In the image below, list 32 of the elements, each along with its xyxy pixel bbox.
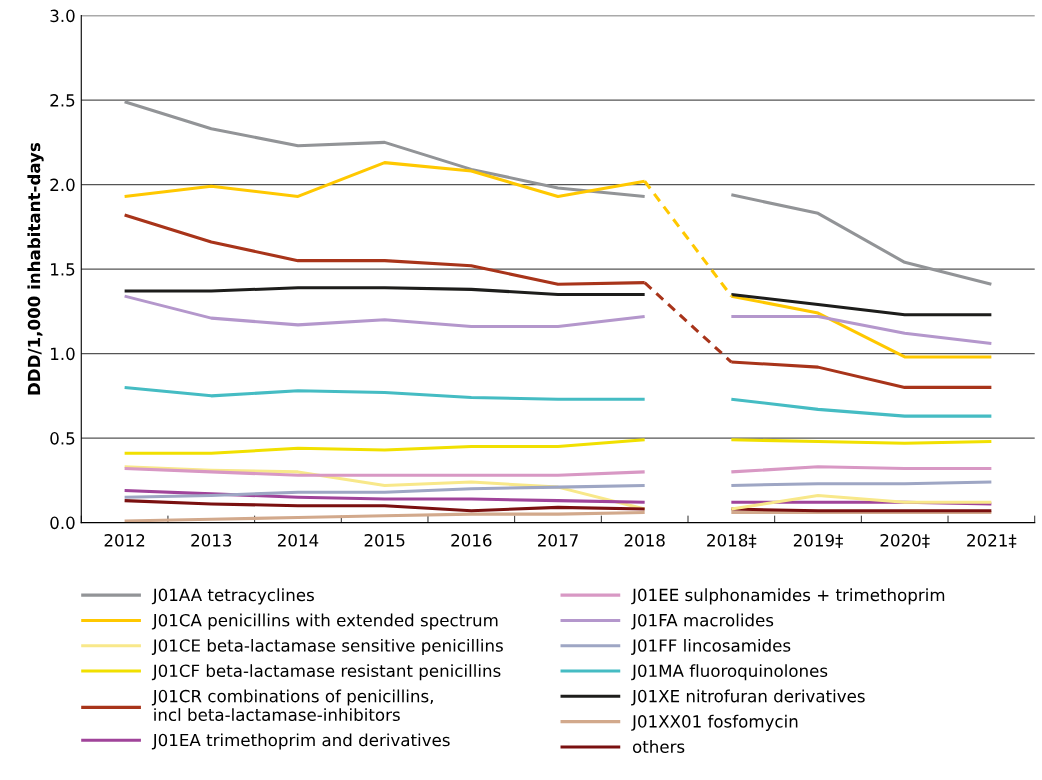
legend-label: others [632,740,685,753]
x-tick-label: 2017 [538,534,578,547]
legend-label: J01CE beta-lactamase sensitive penicillins [151,638,503,656]
x-tick-label: 2016 [451,534,492,547]
x-tick-label: 2018 [624,534,665,547]
x-tick-label: 2012 [104,534,145,547]
x-tick-label: 2018‡ [707,534,757,548]
legend-label: J01FA macrolides [631,613,774,630]
x-tick-label: 2020‡ [880,534,930,548]
legend-label: J01CR combinations of penicillins, incl beta-lactamase-inhibitors [151,689,433,722]
legend-label: J01CF beta-lactamase resistant penicillins [151,664,501,681]
legend-label: J01MA fluoroquinolones [631,664,828,681]
x-tick-label: 2015 [364,534,405,547]
legend-label: J01FF lincosamides [631,638,791,655]
legend-label: J01EA trimethoprim and derivatives [151,733,450,750]
y-tick-label: 0.0 [50,516,75,530]
legend-label: J01EE sulphonamides + trimethoprim [631,588,945,605]
x-tick-label: 2021‡ [967,534,1017,548]
y-tick-label: 2.5 [50,94,75,107]
x-tick-label: 2019‡ [793,534,843,548]
x-tick-label: 2014 [277,534,319,547]
legend-label: J01AA tetracyclines [151,588,314,605]
y-tick-label: 3.0 [50,9,75,23]
y-tick-label: 2.0 [50,178,75,192]
y-tick-label: 1.5 [51,263,75,276]
y-tick-label: 1.0 [51,347,75,361]
legend-label: J01XE nitrofuran derivatives [631,689,865,706]
y-tick-label: 0.5 [50,432,75,445]
x-tick-label: 2013 [191,534,232,547]
legend-label: J01CA penicillins with extended spectrum [151,613,498,630]
legend-label: J01XX01 fosfomycin [631,714,798,731]
y-axis-title: DDD/1,000 inhabitant-days [27,142,44,395]
